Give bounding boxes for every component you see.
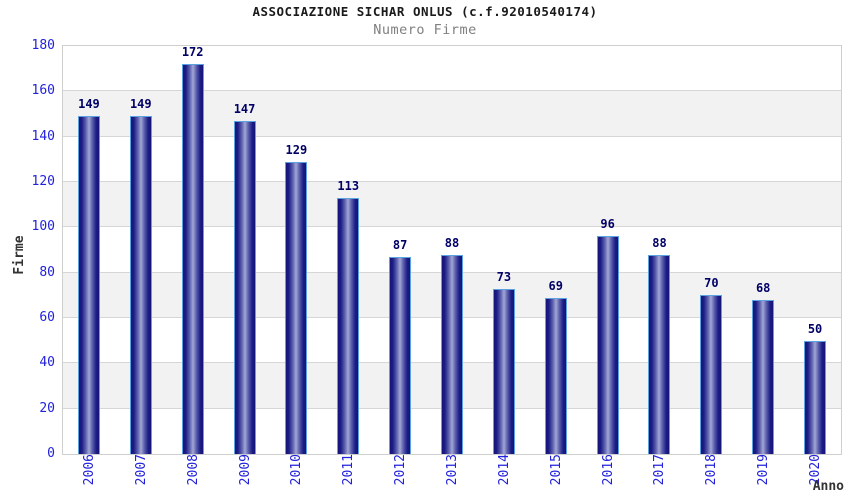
bar-value-label: 69 [548, 278, 563, 293]
x-tick-label: 2016 [600, 454, 616, 486]
x-tick-label: 2006 [81, 454, 97, 486]
x-tick-label: 2018 [704, 454, 720, 486]
x-tick-label: 2010 [289, 454, 305, 486]
bar-value-label: 113 [337, 178, 360, 193]
x-axis-title: Anno [812, 479, 844, 494]
chart-subtitle: Numero Firme [373, 22, 477, 38]
bar [700, 295, 723, 454]
y-tick-label: 160 [31, 83, 55, 99]
bar [233, 120, 256, 454]
bar [648, 254, 671, 454]
y-tick-label: 20 [39, 400, 55, 416]
bar-value-label: 88 [444, 235, 460, 250]
bar-value-label: 73 [496, 269, 512, 284]
bar-value-label: 88 [652, 235, 667, 250]
y-tick-label: 40 [39, 355, 55, 371]
bar [596, 236, 619, 454]
gridline [63, 181, 841, 182]
grid-band [63, 136, 841, 182]
y-axis-title: Firme [12, 235, 27, 275]
bar [77, 116, 100, 454]
bar-value-label: 87 [392, 237, 408, 252]
bar [752, 299, 775, 454]
grid-band [63, 182, 841, 228]
x-tick-label: 2019 [756, 454, 772, 486]
bar [492, 288, 515, 454]
bar [441, 254, 463, 454]
bar-value-label: 70 [704, 276, 719, 291]
bar-value-label: 96 [600, 217, 615, 232]
bar [389, 256, 412, 454]
x-tick-label: 2007 [133, 454, 149, 486]
x-tick-label: 2009 [237, 454, 253, 486]
bar [181, 64, 204, 454]
plot-area: 0 20 40 60 80 100 120 140 160 180 149 2006 149 2007 17… [32, 38, 842, 485]
bar-value-label: 149 [78, 97, 100, 112]
bar-value-label: 129 [285, 142, 308, 157]
bar [337, 197, 360, 454]
bar-value-label: 149 [129, 97, 152, 112]
bar [804, 340, 827, 454]
x-tick-label: 2017 [652, 454, 668, 486]
x-tick-label: 2011 [341, 454, 357, 486]
x-tick-label: 2015 [548, 454, 564, 486]
grid-band [63, 91, 841, 137]
bar [544, 297, 567, 454]
bar-value-label: 50 [807, 321, 823, 336]
gridline [63, 135, 841, 137]
y-tick-label: 60 [39, 310, 55, 325]
y-tick-label: 120 [31, 174, 55, 189]
bar-value-label: 68 [755, 280, 771, 295]
chart-title: ASSOCIAZIONE SICHAR ONLUS (c.f.920105401… [252, 4, 598, 19]
x-tick-label: 2013 [445, 454, 460, 486]
bar-value-label: 147 [233, 101, 256, 116]
y-tick-label: 180 [31, 38, 55, 53]
bar [285, 161, 308, 454]
x-tick-label: 2012 [393, 454, 409, 486]
gridline [63, 90, 841, 92]
x-tick-label: 2014 [496, 454, 512, 486]
bar-value-label: 172 [181, 45, 204, 60]
y-tick-label: 80 [39, 264, 55, 280]
gridline [63, 226, 841, 228]
y-tick-label: 100 [31, 219, 55, 235]
y-tick-label: 140 [31, 128, 55, 144]
y-tick-label: 0 [47, 446, 55, 461]
bar [129, 116, 152, 454]
x-tick-label: 2008 [185, 454, 201, 486]
